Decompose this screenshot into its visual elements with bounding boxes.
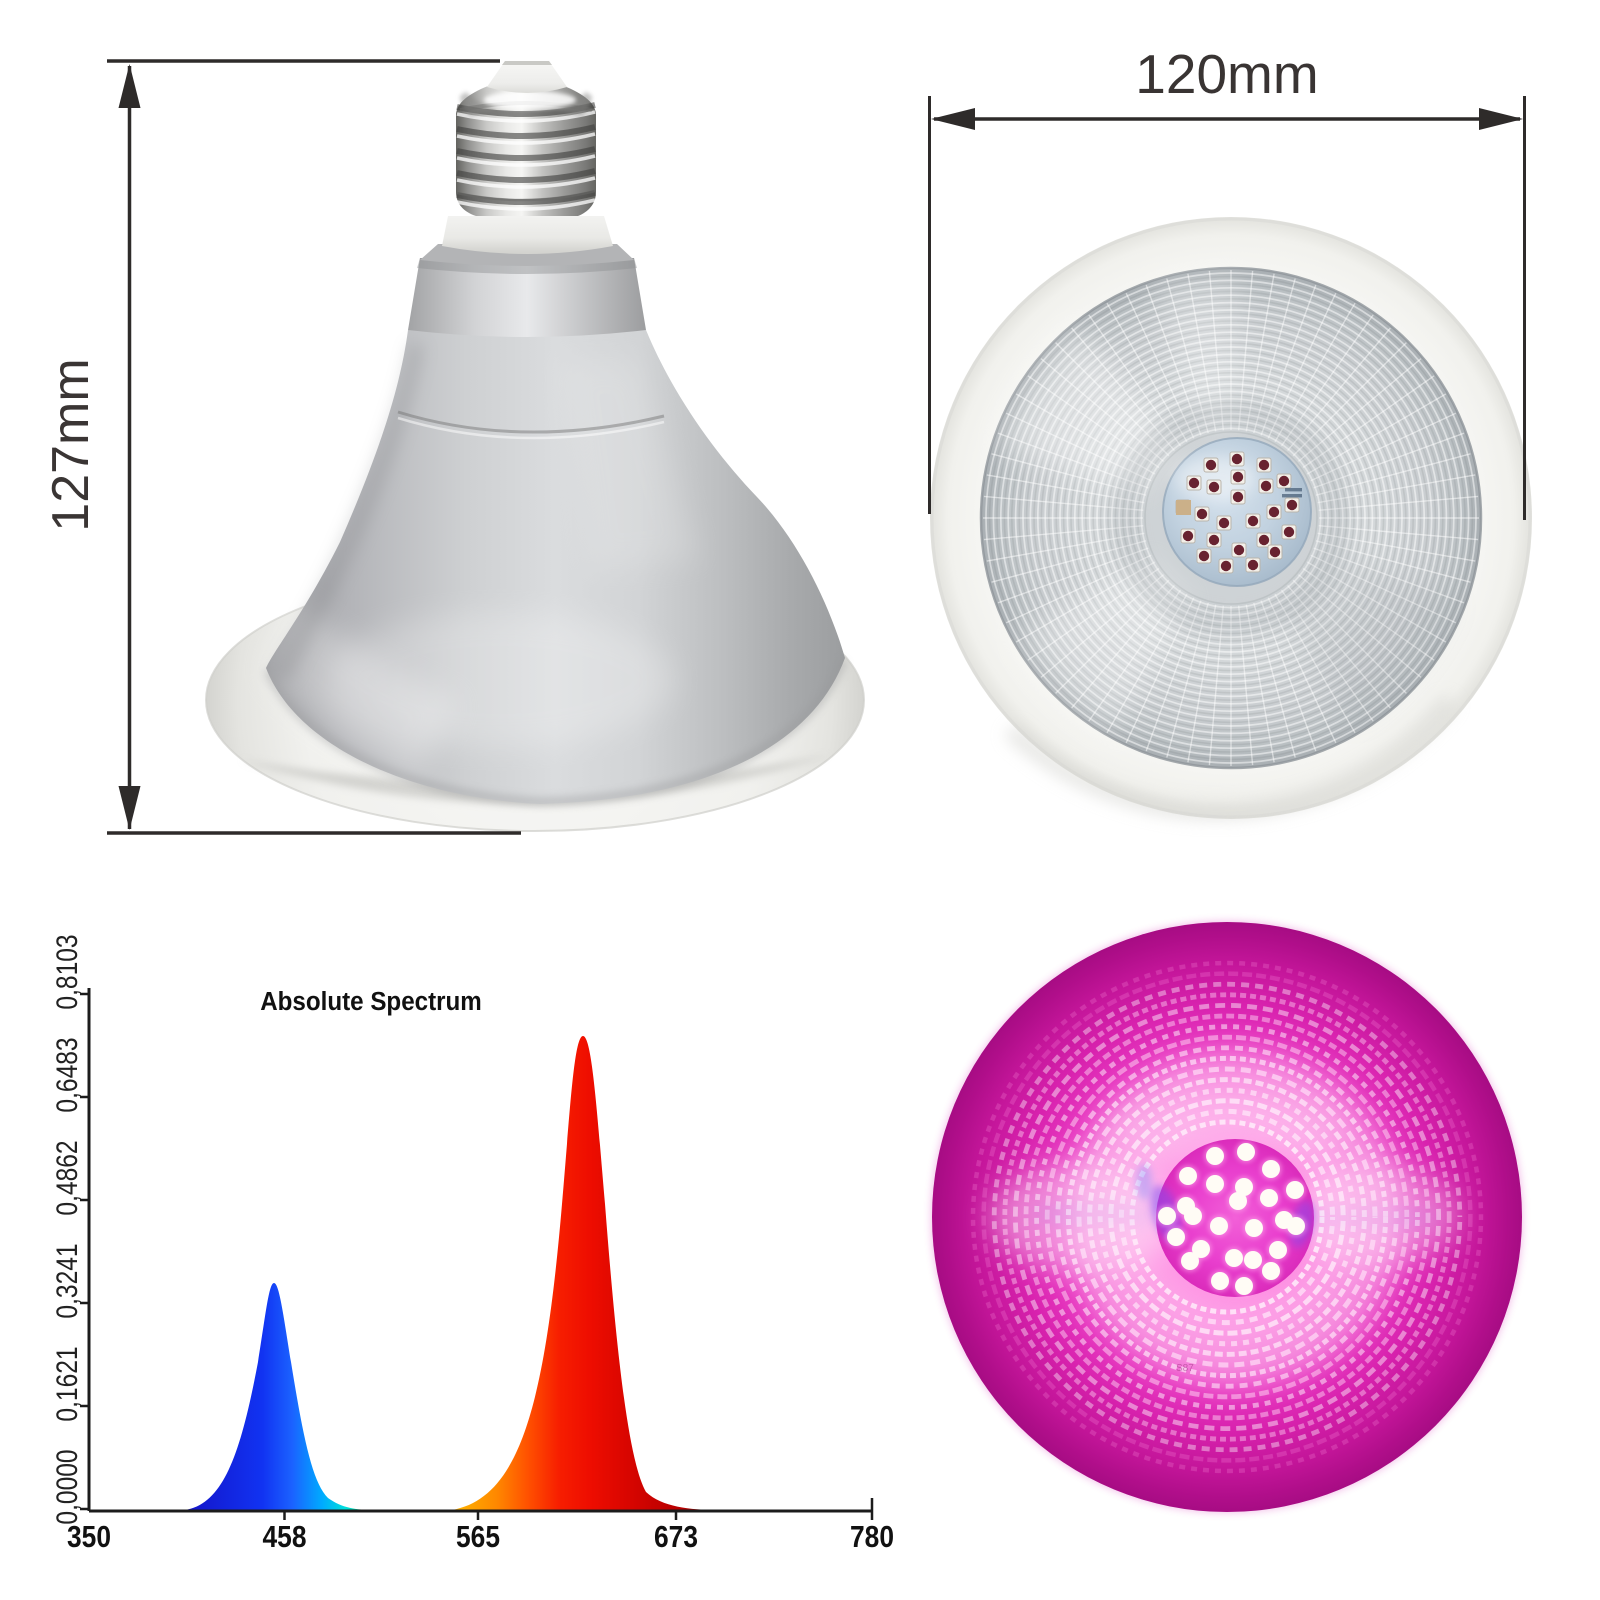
- svg-text:565: 565: [456, 1520, 500, 1554]
- svg-text:0,6483: 0,6483: [50, 1037, 84, 1112]
- svg-text:0,3241: 0,3241: [50, 1243, 84, 1318]
- svg-text:350: 350: [67, 1520, 111, 1554]
- svg-text:0,1621: 0,1621: [50, 1346, 84, 1421]
- svg-text:673: 673: [654, 1520, 698, 1554]
- svg-text:120mm: 120mm: [1135, 43, 1318, 105]
- svg-text:0,8103: 0,8103: [50, 934, 84, 1009]
- svg-text:458: 458: [263, 1520, 307, 1554]
- svg-text:0,4862: 0,4862: [50, 1140, 84, 1215]
- svg-text:S87: S87: [1176, 1363, 1194, 1374]
- svg-text:Absolute Spectrum: Absolute Spectrum: [260, 987, 482, 1016]
- svg-text:0,0000: 0,0000: [50, 1449, 84, 1524]
- svg-text:780: 780: [850, 1520, 894, 1554]
- svg-text:127mm: 127mm: [42, 358, 100, 531]
